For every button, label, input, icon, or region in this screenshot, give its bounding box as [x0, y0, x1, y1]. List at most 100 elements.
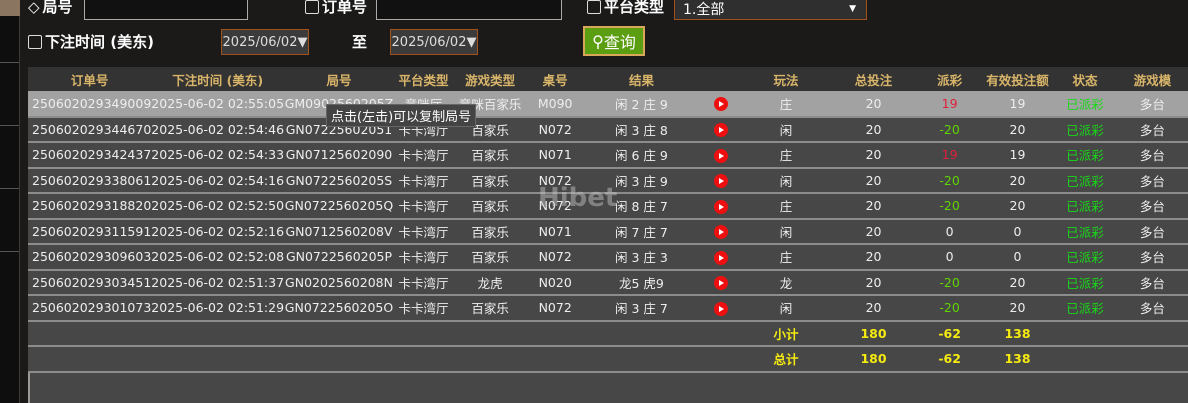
video-cell[interactable] [699, 193, 743, 220]
video-cell[interactable] [699, 167, 743, 194]
table-cell: 2025-06-02 02:51:37 [151, 269, 285, 296]
table-cell: 竞咪百家乐 [453, 91, 528, 118]
table-row[interactable]: 250602029311591 2025-06-02 02:52:16 GN0712… [28, 218, 1188, 245]
total-valid-bet: 138 [981, 346, 1054, 373]
table-cell: N071 [527, 218, 584, 245]
play-video-icon[interactable] [713, 148, 728, 163]
empty-cell [393, 320, 454, 347]
play-video-icon[interactable] [713, 123, 728, 137]
date-from-picker[interactable]: 2025/06/02▼ [221, 29, 309, 55]
table-cell: 多台 [1116, 269, 1188, 296]
video-cell[interactable] [699, 142, 743, 169]
copy-tooltip: 点击(左击)可以复制局号 [326, 104, 477, 127]
table-cell: 已派彩 [1053, 244, 1117, 271]
platform-select[interactable]: 1.全部 ▼ [674, 0, 867, 20]
table-cell: 百家乐 [453, 244, 528, 271]
table-row[interactable]: 250602029301073 2025-06-02 02:51:29 GN0722… [28, 295, 1188, 322]
table-cell: 19 [917, 142, 982, 169]
table-cell[interactable]: GN0722560205Q [284, 193, 394, 220]
table-cell: 龙5 虎9 [583, 269, 700, 296]
table-cell: 0 [981, 218, 1054, 245]
video-cell[interactable] [699, 269, 743, 296]
order-input[interactable] [376, 0, 562, 20]
round-input[interactable] [84, 0, 248, 20]
table-cell: 卡卡湾厅 [393, 218, 454, 245]
platform-select-value: 1.全部 [683, 2, 725, 18]
table-cell: 250602029338061 [28, 167, 152, 194]
empty-cell [1053, 346, 1117, 373]
table-cell: 卡卡湾厅 [393, 193, 454, 220]
query-button[interactable]: ⚲ 查询 [583, 26, 645, 56]
video-cell[interactable] [699, 244, 743, 271]
table-row[interactable]: 250602029318820 2025-06-02 02:52:50 GN0722… [28, 193, 1188, 220]
side-panel [0, 0, 20, 403]
total-row: 总计 180 -62 138 [28, 346, 1188, 373]
play-video-icon[interactable] [713, 250, 728, 265]
table-cell[interactable]: GN0202560208N [284, 269, 394, 296]
table-cell: 19 [981, 142, 1054, 169]
play-video-icon[interactable] [713, 276, 728, 290]
table-cell: 庄 [742, 193, 830, 220]
table-cell: 250602029318820 [28, 193, 152, 220]
table-cell[interactable]: GN0722560205O [284, 295, 394, 322]
watermark: Hibet [538, 183, 618, 213]
table-cell: 2025-06-02 02:52:08 [151, 244, 285, 271]
table-cell: 多台 [1116, 244, 1188, 271]
video-cell[interactable] [699, 91, 743, 118]
table-cell: 多台 [1116, 218, 1188, 245]
table-cell: 19 [917, 91, 982, 118]
table-cell: 已派彩 [1053, 91, 1117, 118]
time-label-text: 下注时间 (美东) [45, 33, 154, 51]
table-cell: 卡卡湾厅 [393, 269, 454, 296]
play-video-icon[interactable] [713, 199, 728, 214]
table-cell: 已派彩 [1053, 218, 1117, 245]
video-cell[interactable] [699, 295, 743, 322]
table-cell: 卡卡湾厅 [393, 244, 454, 271]
table-row[interactable]: 250602029344670 2025-06-02 02:54:46 GN0722… [28, 116, 1188, 143]
table-cell[interactable]: GN0722560205P [284, 244, 394, 271]
table-row[interactable]: 250602029309603 2025-06-02 02:52:08 GN0722… [28, 244, 1188, 271]
table-cell: 庄 [742, 244, 830, 271]
play-video-icon[interactable] [713, 225, 728, 239]
table-cell: 20 [981, 116, 1054, 143]
table-cell: -20 [917, 116, 982, 143]
subtotal-payout: -62 [917, 320, 982, 347]
table-cell[interactable]: GN07125602090 [284, 142, 394, 169]
table-cell: 闲 [742, 116, 830, 143]
column-header: 结果 [583, 67, 700, 91]
table-cell: 庄 [742, 91, 830, 118]
table-cell: 20 [981, 193, 1054, 220]
play-video-icon[interactable] [713, 174, 728, 188]
play-video-icon[interactable] [713, 301, 728, 316]
empty-cell [453, 320, 528, 347]
table-cell: 闲 [742, 218, 830, 245]
table-cell: N072 [527, 193, 584, 220]
table-row[interactable]: 250602029338061 2025-06-02 02:54:16 GN0722… [28, 167, 1188, 194]
table-cell: 闲 6 庄 9 [583, 142, 700, 169]
table-cell: 250602029344670 [28, 116, 152, 143]
play-video-icon[interactable] [713, 97, 728, 111]
subtotal-row: 小计 180 -62 138 [28, 320, 1188, 347]
table-cell: 百家乐 [453, 116, 528, 143]
table-row[interactable]: 250602029303451 2025-06-02 02:51:37 GN0202… [28, 269, 1188, 296]
table-cell: 2025-06-02 02:54:16 [151, 167, 285, 194]
video-cell[interactable] [699, 116, 743, 143]
empty-cell [28, 320, 152, 347]
table-cell: -20 [917, 193, 982, 220]
date-to-picker[interactable]: 2025/06/02▼ [390, 29, 478, 55]
table-cell: 闲 7 庄 7 [583, 218, 700, 245]
column-header: 状态 [1053, 67, 1117, 91]
platform-label-text: 平台类型 [604, 0, 665, 16]
orders-table: 订单号 下注时间 (美东) 局号 平台类型 游戏类型 桌号 结果 玩法 总投注 派彩 有效投注额 状态… [28, 67, 1188, 373]
table-row[interactable]: 250602029342437 2025-06-02 02:54:33 GN0712… [28, 142, 1188, 169]
table-cell[interactable]: GN0712560208V [284, 218, 394, 245]
table-cell: 已派彩 [1053, 142, 1117, 169]
table-cell: 2025-06-02 02:55:05 [151, 91, 285, 118]
empty-cell [527, 320, 584, 347]
video-cell[interactable] [699, 218, 743, 245]
table-cell: 闲 [742, 167, 830, 194]
total-label: 总计 [742, 346, 830, 373]
table-cell[interactable]: GN0722560205S [284, 167, 394, 194]
logo-corner [0, 0, 20, 16]
